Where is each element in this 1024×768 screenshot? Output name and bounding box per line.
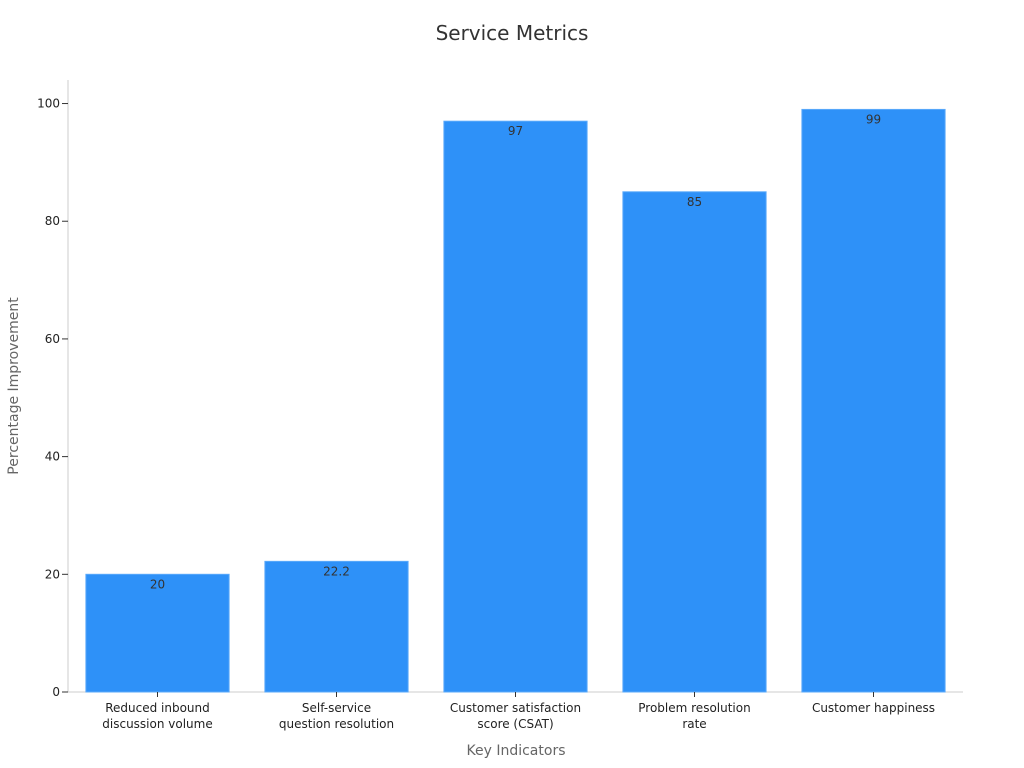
y-axis-label: Percentage Improvement: [6, 297, 22, 475]
y-tick-label: 60: [45, 332, 60, 346]
x-tick-label-line: Self-service: [302, 701, 371, 715]
bar: [85, 573, 230, 693]
x-tick-label: Problem resolution rate: [638, 701, 750, 731]
bar-data-label: 85: [687, 195, 702, 209]
y-tick-label: 100: [37, 97, 60, 111]
bar: [264, 560, 409, 693]
plot-area: 0 20 40 60 80 100 20 Reduced inbound discussion …: [37, 80, 963, 731]
bar-data-label: 99: [866, 112, 881, 126]
y-tick-label: 40: [45, 450, 60, 464]
bar-data-label: 20: [150, 577, 165, 591]
x-tick-label-line: question resolution: [279, 717, 394, 731]
x-tick-label-line: Customer satisfaction: [450, 701, 581, 715]
x-tick-label: Customer satisfaction score (CSAT): [450, 701, 581, 731]
x-tick-label: Self-service question resolution: [279, 701, 394, 731]
bar: [443, 120, 588, 693]
y-tick-label: 20: [45, 567, 60, 581]
x-axis-label: Key Indicators: [467, 743, 566, 759]
x-tick-label-line: discussion volume: [102, 717, 212, 731]
x-tick-label-line: Reduced inbound: [105, 701, 210, 715]
bar-data-label: 22.2: [323, 564, 350, 578]
y-tick-label: 0: [52, 685, 60, 699]
x-tick-label: Customer happiness: [812, 701, 935, 715]
x-tick-label-line: Customer happiness: [812, 701, 935, 715]
bar: [801, 108, 946, 693]
x-tick-label-line: Problem resolution: [638, 701, 750, 715]
chart-title: Service Metrics: [436, 21, 589, 45]
bar: [622, 191, 767, 693]
x-tick-label-line: rate: [682, 717, 706, 731]
y-tick-label: 80: [45, 214, 60, 228]
bar-data-label: 97: [508, 124, 523, 138]
x-tick-label-line: score (CSAT): [477, 717, 553, 731]
x-tick-label: Reduced inbound discussion volume: [102, 701, 212, 731]
